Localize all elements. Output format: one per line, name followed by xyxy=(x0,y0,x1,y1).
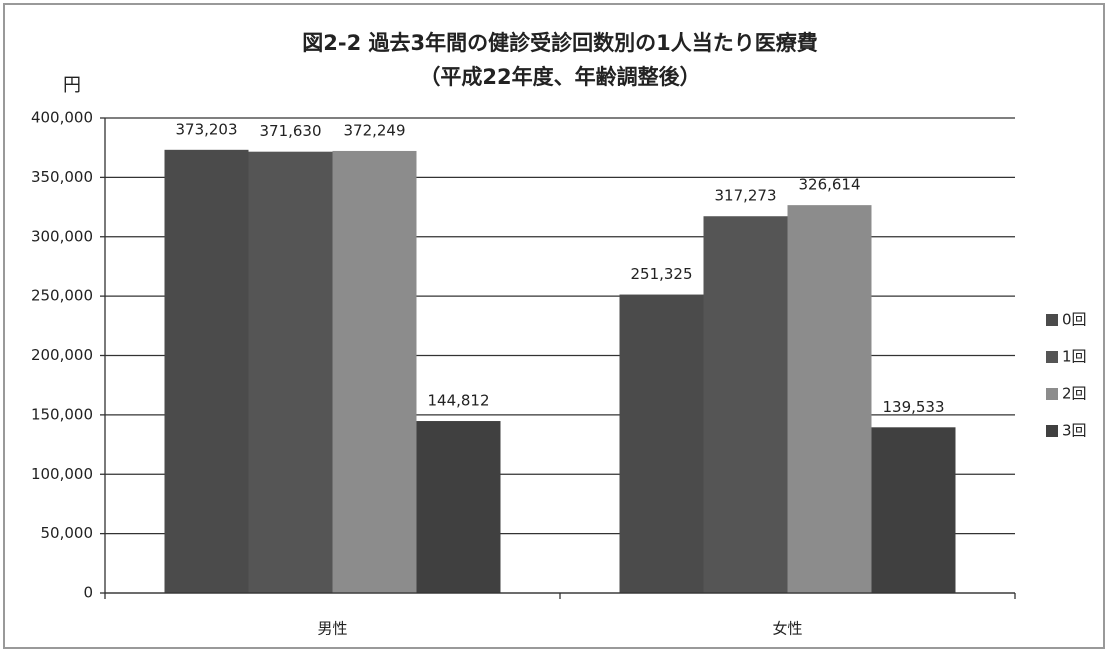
bar xyxy=(619,294,704,593)
y-tick-label: 200,000 xyxy=(31,346,93,364)
legend-swatch xyxy=(1046,425,1058,437)
legend-label: 3回 xyxy=(1062,422,1087,440)
value-label: 139,533 xyxy=(882,398,944,416)
bar xyxy=(416,421,501,593)
bar xyxy=(332,150,417,593)
y-tick-label: 350,000 xyxy=(31,168,93,186)
y-tick-label: 400,000 xyxy=(31,109,93,127)
legend-swatch xyxy=(1046,388,1058,400)
y-tick-label: 0 xyxy=(83,584,93,602)
y-tick-label: 300,000 xyxy=(31,227,93,245)
bar xyxy=(871,427,956,593)
value-label: 372,249 xyxy=(343,121,405,139)
y-tick-label: 250,000 xyxy=(31,287,93,305)
legend-label: 1回 xyxy=(1062,348,1087,366)
value-label: 144,812 xyxy=(427,392,489,410)
bar xyxy=(248,151,333,593)
x-tick-label: 女性 xyxy=(772,620,802,638)
legend-label: 0回 xyxy=(1062,311,1087,329)
y-tick-label: 150,000 xyxy=(31,405,93,423)
bar xyxy=(164,149,249,593)
value-label: 373,203 xyxy=(175,120,237,138)
value-label: 371,630 xyxy=(259,122,321,140)
x-tick-label: 男性 xyxy=(317,620,347,638)
value-label: 326,614 xyxy=(798,176,860,194)
bar xyxy=(703,216,788,593)
legend-label: 2回 xyxy=(1062,385,1087,403)
y-tick-label: 50,000 xyxy=(41,524,94,542)
chart-title: 図2-2 過去3年間の健診受診回数別の1人当たり医療費 xyxy=(302,31,817,55)
legend-swatch xyxy=(1046,351,1058,363)
bar xyxy=(787,205,872,593)
y-axis-label: 円 xyxy=(63,75,81,96)
value-label: 251,325 xyxy=(630,265,692,283)
value-label: 317,273 xyxy=(714,187,776,205)
y-tick-label: 100,000 xyxy=(31,465,93,483)
chart-subtitle: （平成22年度、年齢調整後） xyxy=(419,65,700,89)
legend-swatch xyxy=(1046,314,1058,326)
